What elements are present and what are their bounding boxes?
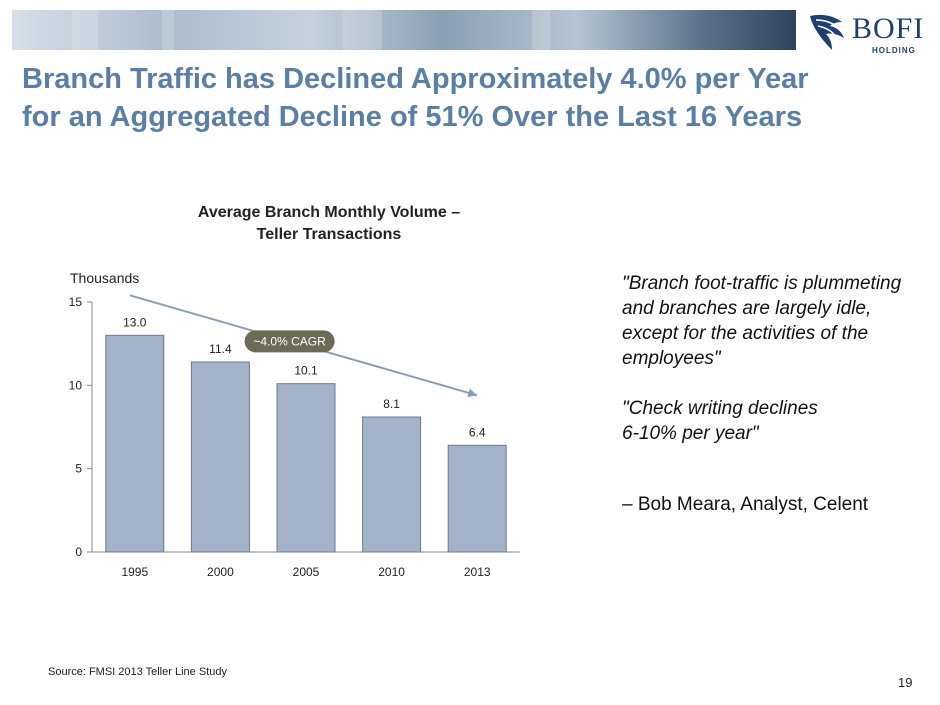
logo-subtext: HOLDING xyxy=(872,46,916,55)
x-tick-label: 2013 xyxy=(464,565,491,579)
bar-2005 xyxy=(276,383,336,553)
y-axis-unit-label: Thousands xyxy=(70,270,140,286)
y-tick-label: 5 xyxy=(75,462,82,476)
slide-title: Branch Traffic has Declined Approximatel… xyxy=(22,63,809,133)
bofi-logo: BOFI HOLDING xyxy=(806,8,930,56)
logo-wordmark: BOFI xyxy=(852,12,925,45)
bar-1995 xyxy=(105,334,165,553)
page-number: 19 xyxy=(898,675,913,690)
y-tick-label: 10 xyxy=(69,378,83,392)
chart-title-line-1: Average Branch Monthly Volume – xyxy=(197,204,461,221)
y-tick-label: 15 xyxy=(69,295,83,309)
bar-value-label: 11.4 xyxy=(209,342,232,356)
chart-title: Average Branch Monthly Volume – Teller T… xyxy=(150,202,508,246)
bar-value-label: 8.1 xyxy=(383,397,400,411)
chart-title-line-2: Teller Transactions xyxy=(256,226,402,243)
bar-value-label: 10.1 xyxy=(294,364,318,378)
cagr-badge xyxy=(244,330,335,353)
eagle-icon xyxy=(810,14,844,50)
quote-attribution: – Bob Meara, Analyst, Celent xyxy=(622,494,869,515)
bar-2010 xyxy=(362,416,422,553)
header-banner xyxy=(12,10,796,50)
x-tick-label: 1995 xyxy=(121,565,148,579)
cagr-badge-label: ~4.0% CAGR xyxy=(253,334,326,348)
x-tick-label: 2000 xyxy=(207,565,234,579)
x-tick-label: 2005 xyxy=(293,565,320,579)
bar-value-label: 13.0 xyxy=(123,315,147,329)
x-tick-label: 2010 xyxy=(378,565,405,579)
bar-value-label: 6.4 xyxy=(469,425,486,439)
trend-arrow-head xyxy=(467,388,478,398)
bar-chart: 0 5 10 15 13.0 1995 11.4 2000 10.1 2005 8.1 2010 6.4… xyxy=(69,294,520,579)
y-tick-label: 0 xyxy=(75,545,82,559)
analyst-quote: "Branch foot-traffic is plummeting and b… xyxy=(622,273,902,444)
source-note: Source: FMSI 2013 Teller Line Study xyxy=(48,666,227,678)
bar-2013 xyxy=(447,444,507,553)
bar-2000 xyxy=(190,361,250,553)
